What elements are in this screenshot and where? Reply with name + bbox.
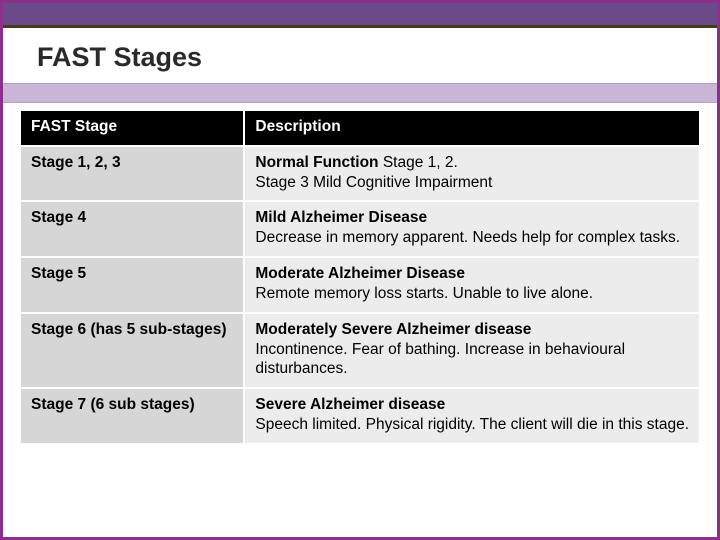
stage-cell: Stage 5	[20, 257, 244, 313]
desc-bold: Severe Alzheimer disease	[255, 396, 445, 413]
desc-rest: Decrease in memory apparent. Needs help …	[255, 229, 680, 246]
desc-bold: Normal Function	[255, 154, 378, 171]
slide: FAST Stages FAST Stage Description Stage…	[0, 0, 720, 540]
col-header-stage: FAST Stage	[20, 110, 244, 146]
desc-rest: Speech limited. Physical rigidity. The c…	[255, 416, 689, 433]
table-header-row: FAST Stage Description	[20, 110, 700, 146]
table-row: Stage 4 Mild Alzheimer Disease Decrease …	[20, 201, 700, 257]
desc-rest: Incontinence. Fear of bathing. Increase …	[255, 341, 625, 378]
fast-stages-table: FAST Stage Description Stage 1, 2, 3 Nor…	[19, 109, 701, 445]
desc-bold: Moderately Severe Alzheimer disease	[255, 321, 531, 338]
desc-rest: Stage 3 Mild Cognitive Impairment	[255, 174, 492, 191]
table-wrap: FAST Stage Description Stage 1, 2, 3 Nor…	[3, 103, 717, 455]
table-row: Stage 1, 2, 3 Normal Function Stage 1, 2…	[20, 146, 700, 202]
col-header-description: Description	[244, 110, 700, 146]
stage-cell: Stage 1, 2, 3	[20, 146, 244, 202]
desc-cell: Moderately Severe Alzheimer disease Inco…	[244, 313, 700, 388]
desc-cell: Moderate Alzheimer Disease Remote memory…	[244, 257, 700, 313]
stage-cell: Stage 4	[20, 201, 244, 257]
top-accent-bar	[3, 3, 717, 25]
desc-after-bold: Stage 1, 2.	[379, 154, 458, 171]
desc-rest: Remote memory loss starts. Unable to liv…	[255, 285, 593, 302]
title-wrap: FAST Stages	[3, 28, 717, 83]
table-row: Stage 6 (has 5 sub-stages) Moderately Se…	[20, 313, 700, 388]
desc-bold: Mild Alzheimer Disease	[255, 209, 427, 226]
desc-cell: Severe Alzheimer disease Speech limited.…	[244, 388, 700, 444]
desc-cell: Normal Function Stage 1, 2. Stage 3 Mild…	[244, 146, 700, 202]
stage-cell: Stage 6 (has 5 sub-stages)	[20, 313, 244, 388]
lavender-band	[3, 83, 717, 103]
page-title: FAST Stages	[37, 42, 695, 73]
stage-cell: Stage 7 (6 sub stages)	[20, 388, 244, 444]
table-row: Stage 7 (6 sub stages) Severe Alzheimer …	[20, 388, 700, 444]
table-row: Stage 5 Moderate Alzheimer Disease Remot…	[20, 257, 700, 313]
desc-bold: Moderate Alzheimer Disease	[255, 265, 465, 282]
desc-cell: Mild Alzheimer Disease Decrease in memor…	[244, 201, 700, 257]
